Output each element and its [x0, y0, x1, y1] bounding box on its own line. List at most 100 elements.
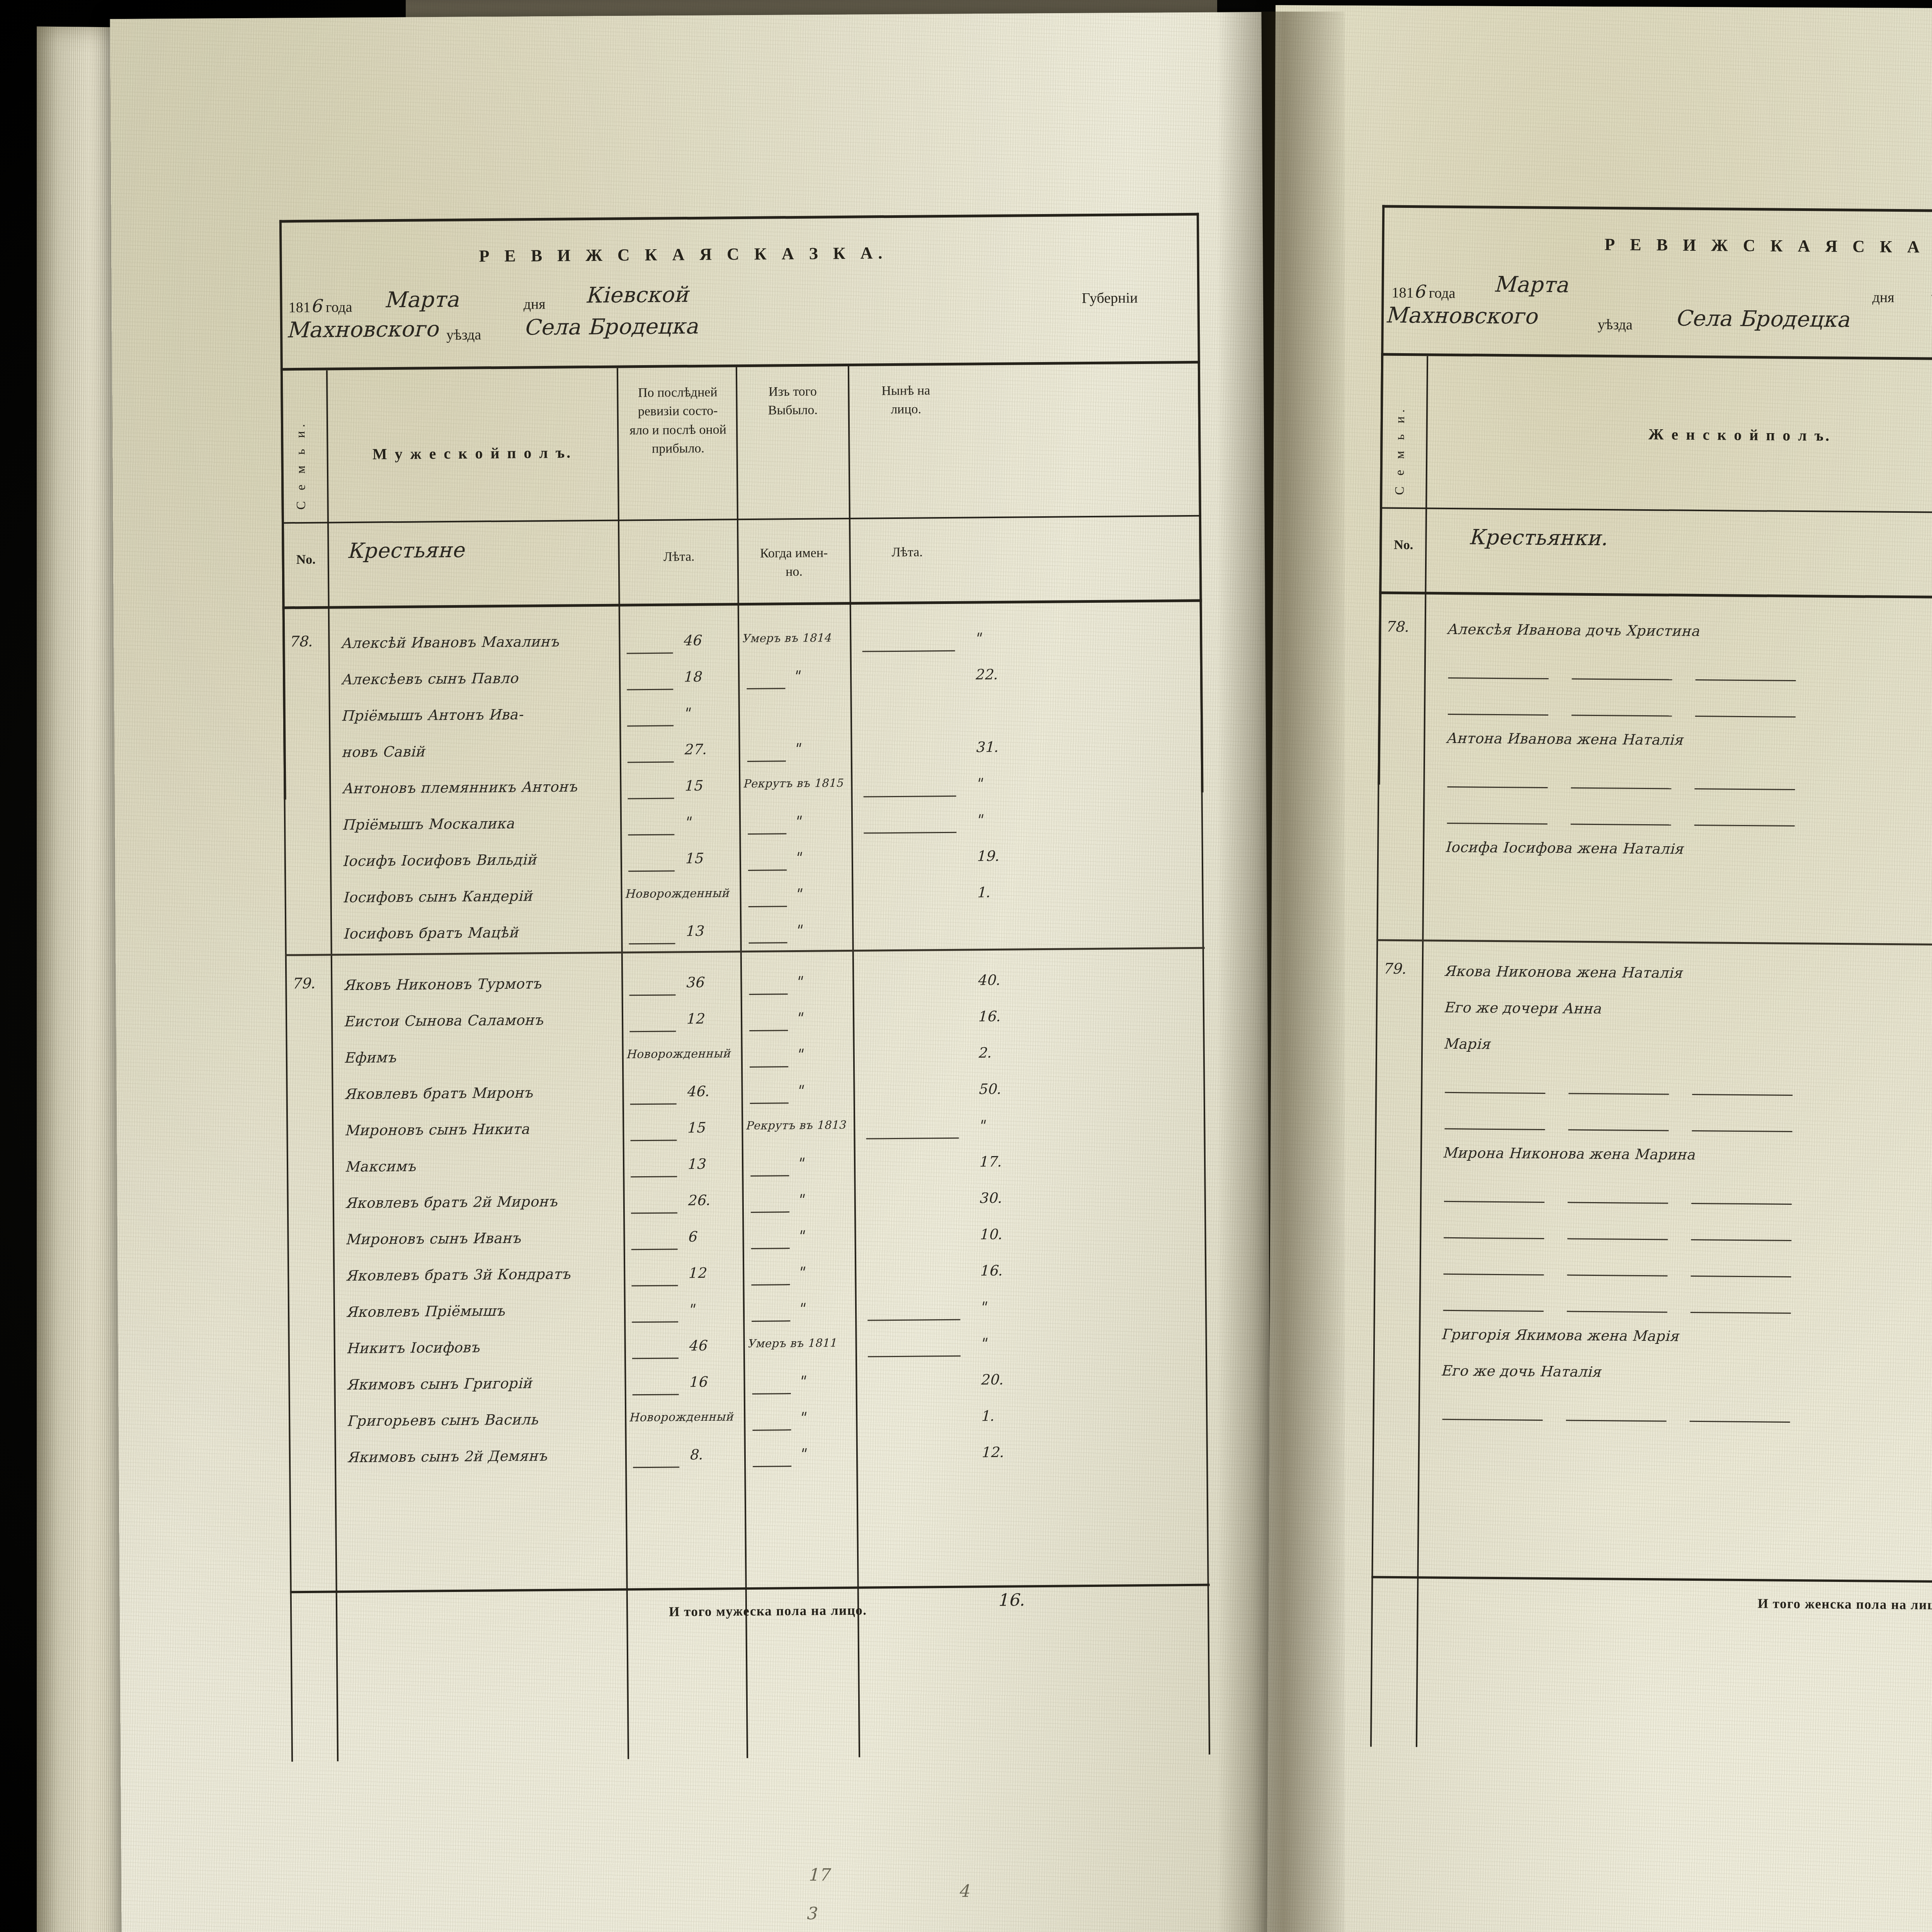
leader-rule — [747, 760, 786, 762]
female-name: Его же дочь Наталія — [1440, 1362, 1601, 1380]
left-table-body: 78.Алексѣй Ивановъ Махалинъ46Умеръ въ 18… — [279, 213, 1210, 1611]
leader-rule — [1567, 1274, 1668, 1276]
male-name: Григорьевъ сынъ Василь — [347, 1411, 538, 1429]
leader-rule — [631, 1176, 677, 1177]
leader-rule — [1692, 1094, 1793, 1096]
leader-rule — [1566, 1420, 1667, 1422]
leader-rule — [1568, 1129, 1669, 1131]
departed-when: " — [797, 1155, 804, 1172]
leader-rule — [1448, 677, 1549, 679]
leader-rule — [1447, 786, 1548, 788]
departed-when: " — [794, 849, 801, 866]
male-name: Якимовъ сынъ 2й Демянъ — [347, 1447, 548, 1466]
leader-rule — [1694, 788, 1795, 790]
leader-rule — [748, 869, 787, 871]
leader-rule — [633, 1466, 679, 1468]
age-prev-revision: 18 — [683, 668, 701, 685]
leader-rule — [632, 1357, 679, 1359]
leader-rule — [627, 652, 673, 654]
leader-rule — [747, 688, 785, 689]
departed-when: " — [794, 813, 801, 830]
age-prev-revision: 16 — [688, 1374, 707, 1390]
departed-when: " — [798, 1264, 804, 1281]
leader-rule — [1568, 1202, 1668, 1204]
age-present: " — [974, 630, 981, 646]
male-name: Максимъ — [345, 1158, 416, 1175]
leader-rule — [1445, 1128, 1545, 1130]
female-name: Антона Иванова жена Наталія — [1446, 730, 1683, 748]
age-prev-revision: 15 — [686, 1119, 705, 1136]
leader-rule — [629, 1031, 676, 1032]
age-present: 17. — [978, 1153, 1002, 1170]
leader-rule — [748, 833, 786, 835]
leader-rule — [868, 1355, 961, 1357]
right-total-label: И того женска пола на лицо. — [1758, 1596, 1932, 1613]
leader-rule — [1571, 823, 1671, 825]
leader-rule — [750, 1066, 788, 1068]
leader-rule — [751, 1211, 789, 1213]
family-number: 79. — [291, 975, 315, 992]
departed-when: " — [798, 1300, 805, 1317]
departed-when: " — [793, 740, 800, 757]
leader-rule — [749, 993, 788, 995]
pencil-mark-17: 17 — [808, 1865, 830, 1884]
leader-rule — [1690, 1312, 1791, 1314]
leader-rule — [628, 798, 674, 799]
leader-rule — [631, 1212, 677, 1214]
leader-rule — [749, 1030, 788, 1031]
leader-rule — [752, 1284, 790, 1286]
departed-when: " — [796, 1082, 803, 1099]
leader-rule — [1443, 1310, 1544, 1312]
age-present: " — [980, 1299, 986, 1315]
right-table: Р Е В И Ж С К А Я С К А З К А. 1816 года… — [1369, 205, 1932, 1913]
age-prev-revision: 12 — [685, 1010, 704, 1027]
leader-rule — [752, 1320, 790, 1322]
leader-rule — [1448, 714, 1548, 716]
leader-rule — [750, 1102, 789, 1104]
leader-rule — [631, 1248, 678, 1250]
leader-rule — [1444, 1237, 1544, 1239]
age-present: 1. — [976, 884, 990, 901]
leader-rule — [633, 1394, 679, 1395]
age-prev-revision: 13 — [687, 1156, 705, 1172]
leader-rule — [1690, 1421, 1790, 1423]
departed-when: Рекрутъ въ 1815 — [743, 776, 843, 790]
departed-when: Рекрутъ въ 1813 — [745, 1118, 846, 1132]
departed-when: " — [796, 1046, 803, 1063]
leader-rule — [629, 943, 675, 944]
age-prev-revision: 6 — [687, 1228, 696, 1245]
leader-rule — [1691, 1203, 1792, 1205]
age-present: 10. — [979, 1226, 1002, 1243]
male-name: Прiёмышъ Антонъ Ива- — [341, 706, 523, 724]
age-present: 22. — [975, 666, 998, 683]
departed-when: Умеръ въ 1811 — [747, 1336, 837, 1350]
female-name: Григорія Якимова жена Марія — [1441, 1326, 1679, 1345]
age-prev-revision: Новорожденный — [629, 1410, 733, 1424]
departed-when: " — [793, 668, 800, 684]
age-prev-revision: Новорожденный — [624, 886, 729, 900]
leader-rule — [864, 832, 956, 834]
age-present: " — [980, 1335, 987, 1352]
leader-rule — [628, 761, 674, 763]
age-present: 50. — [978, 1081, 1001, 1097]
age-prev-revision: " — [683, 705, 690, 721]
age-prev-revision: " — [684, 814, 691, 830]
leader-rule — [749, 942, 787, 944]
age-present: 12. — [981, 1444, 1004, 1461]
leader-rule — [628, 834, 674, 835]
leader-rule — [1691, 1239, 1791, 1241]
family-number-right: 79. — [1383, 960, 1406, 977]
female-name: Іосифа Іосифова жена Наталія — [1445, 839, 1683, 857]
left-table: Р Е В И Ж С К А Я С К А З К А. 1816 года… — [279, 213, 1212, 1913]
age-present: 1. — [980, 1408, 995, 1424]
age-prev-revision: 8. — [689, 1446, 703, 1463]
leader-rule — [750, 1175, 789, 1177]
age-prev-revision: 15 — [684, 850, 703, 867]
age-prev-revision: Новорожденный — [626, 1046, 731, 1061]
departed-when: " — [799, 1409, 806, 1426]
pencil-mark-3: 3 — [806, 1903, 817, 1923]
book-background: 42 Р Е В И Ж С К А Я С К А З К А. 1816 г… — [0, 0, 1932, 1932]
female-name: Его же дочери Анна — [1444, 999, 1601, 1017]
leader-rule — [1442, 1419, 1543, 1421]
departed-when: " — [795, 922, 802, 939]
